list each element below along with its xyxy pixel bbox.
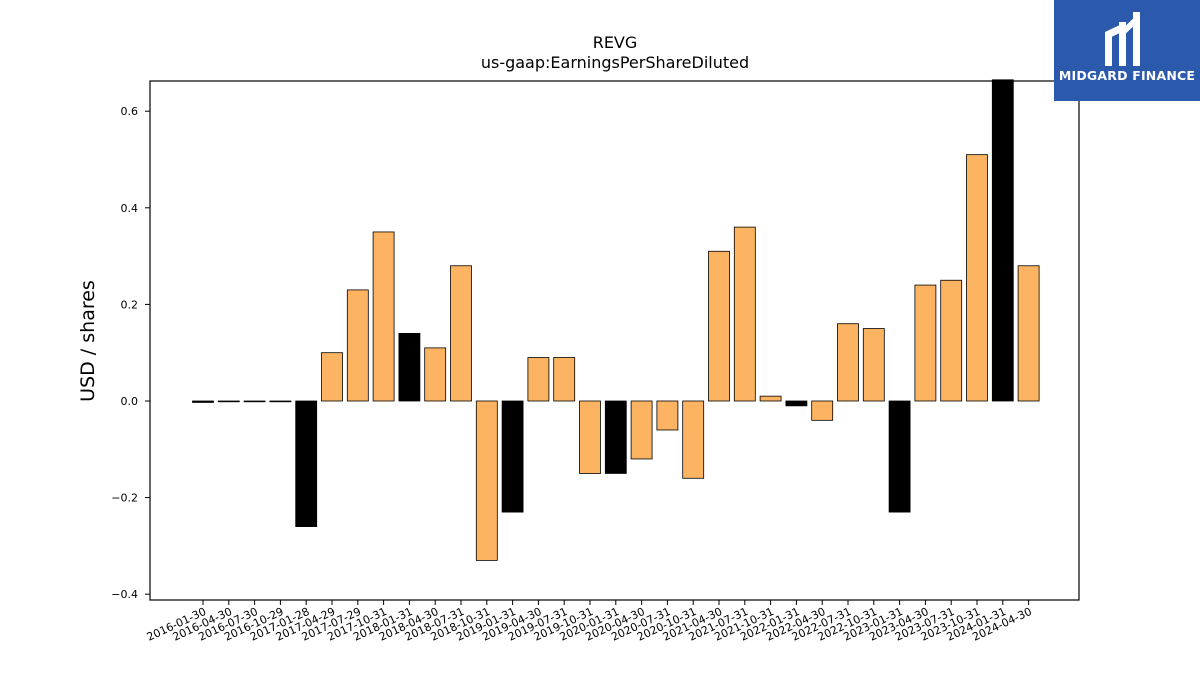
y-axis-label: USD / shares: [77, 280, 99, 402]
logo-text: MIDGARD FINANCE: [1058, 68, 1196, 83]
bar-2023-01-31: [888, 400, 911, 513]
bar-2023-07-31: [940, 279, 963, 402]
bar-2024-04-30: [1017, 265, 1040, 402]
bar-2020-04-30: [630, 400, 653, 460]
y-tick-label: 0.0: [121, 395, 139, 408]
bar-2017-04-29: [321, 352, 343, 402]
x-ticks-group: 2016-01-302016-04-302016-07-302016-10-29…: [145, 600, 1034, 644]
bar-2017-07-29: [346, 289, 369, 402]
bar-2021-04-30: [708, 250, 730, 402]
bar-2016-01-30: [192, 400, 214, 403]
bar-2016-10-29: [269, 400, 292, 403]
bar-2016-07-30: [243, 400, 266, 403]
y-tick-label: −0.2: [111, 492, 138, 505]
bar-2023-04-30: [914, 284, 937, 402]
bar-2016-04-30: [217, 400, 240, 403]
y-tick-label: −0.4: [111, 588, 138, 601]
bar-2020-10-31: [682, 400, 705, 479]
y-tick-label: 0.4: [121, 202, 139, 215]
bar-2022-10-31: [862, 328, 885, 402]
bar-2021-10-31: [759, 395, 782, 402]
bar-2017-10-31: [372, 231, 395, 402]
y-tick-label: 0.2: [121, 298, 139, 311]
bar-2019-07-31: [553, 357, 576, 402]
bar-2017-01-28: [295, 400, 318, 527]
chart-title: REVG: [593, 33, 638, 52]
bar-2021-07-31: [733, 226, 756, 402]
bar-2020-07-31: [656, 400, 679, 431]
bar-2024-01-31: [991, 79, 1014, 402]
bar-2018-04-30: [424, 347, 447, 402]
bar-2019-04-30: [527, 357, 550, 402]
logo-mark-icon: [1105, 12, 1140, 66]
brand-logo: MIDGARD FINANCE: [1054, 0, 1200, 101]
bar-2019-01-31: [501, 400, 524, 513]
bars-group: [192, 79, 1040, 561]
bar-2018-01-31: [398, 332, 421, 402]
bar-2022-07-31: [837, 323, 859, 402]
y-tick-label: 0.6: [121, 105, 139, 118]
y-ticks-group: −0.4 −0.2 0.0 0.2 0.4 0.6: [111, 105, 150, 601]
chart-subtitle: us-gaap:EarningsPerShareDiluted: [481, 53, 749, 72]
bar-2022-01-31: [785, 400, 808, 407]
bar-2019-10-31: [579, 400, 601, 474]
bar-2018-10-31: [475, 400, 498, 561]
bar-2020-01-31: [604, 400, 627, 474]
bar-2018-07-31: [450, 265, 472, 402]
bar-2023-10-31: [966, 154, 988, 402]
bar-2022-04-30: [811, 400, 834, 421]
plot-frame: [149, 80, 1080, 601]
